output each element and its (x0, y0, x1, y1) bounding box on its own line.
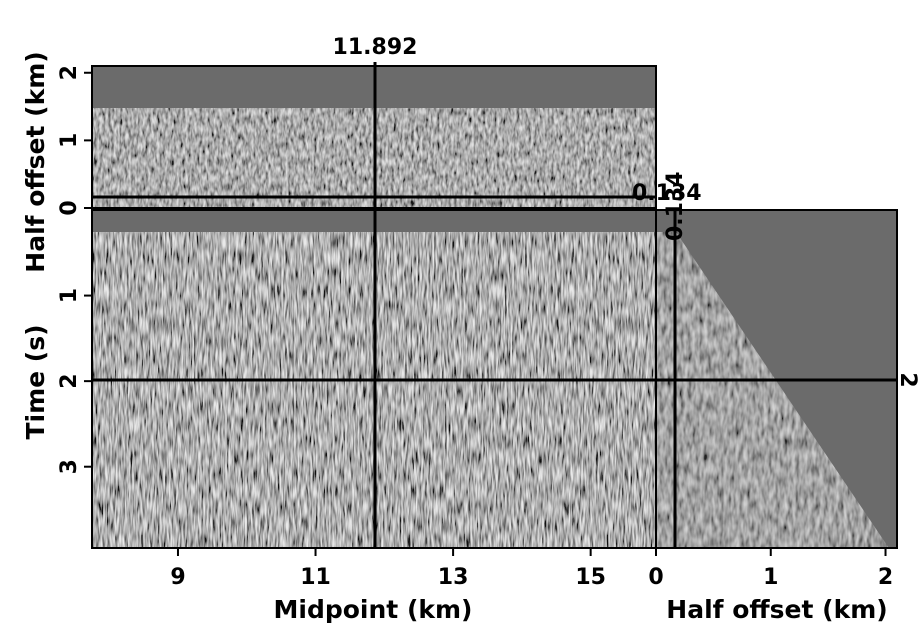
main-panel-x-ticks: 9 11 13 15 (170, 548, 606, 590)
main-x-tick-label: 13 (438, 565, 469, 590)
main-y-tick-label: 2 (57, 373, 82, 388)
top-y-tick-label: 0 (57, 200, 82, 215)
main-y-tick-label: 3 (57, 459, 82, 474)
main-panel-y-axis-label: Time (s) (21, 324, 50, 439)
side-panel-x-axis-label: Half offset (km) (666, 595, 887, 624)
side-panel-x-ticks: 0 1 2 (648, 548, 893, 590)
main-panel-y-ticks: 1 2 3 (57, 288, 92, 474)
side-x-tick-label: 2 (878, 565, 893, 590)
main-x-tick-label: 15 (575, 565, 606, 590)
side-x-tick-label: 1 (763, 565, 778, 590)
cursor-side-halfoffset-label: 0.134 (663, 171, 688, 241)
cursor-top-halfoffset-label: 0.134 (632, 181, 702, 206)
top-y-tick-label: 2 (57, 65, 82, 80)
top-y-tick-label: 1 (57, 133, 82, 148)
main-panel-x-axis-label: Midpoint (km) (274, 595, 473, 624)
top-panel-y-axis-label: Half offset (km) (21, 51, 50, 272)
side-x-tick-label: 0 (648, 565, 663, 590)
main-x-tick-label: 9 (170, 565, 185, 590)
main-x-tick-label: 11 (300, 565, 331, 590)
main-y-tick-label: 1 (57, 288, 82, 303)
cursor-time-label: 2 (895, 372, 920, 387)
cursor-midpoint-label: 11.892 (333, 35, 418, 60)
top-panel-y-ticks: 0 1 2 (57, 65, 92, 216)
